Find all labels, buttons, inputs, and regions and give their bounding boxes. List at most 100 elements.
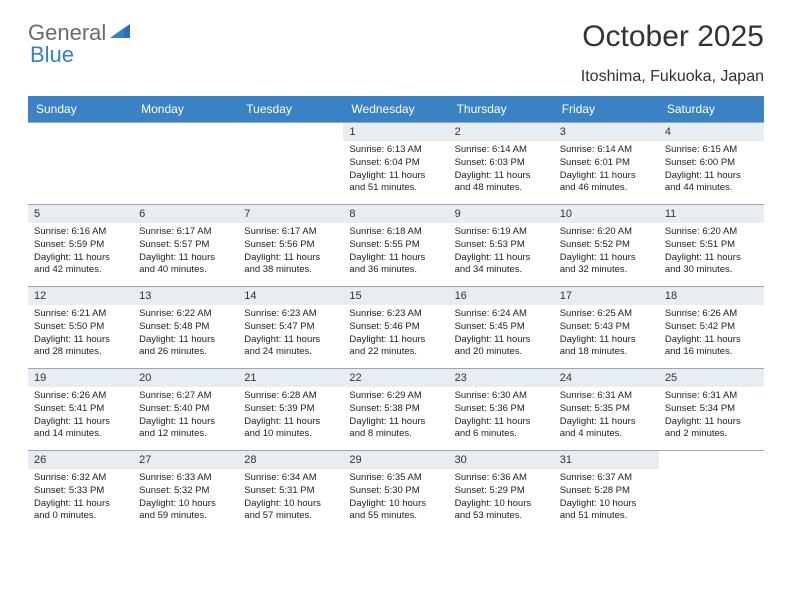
day-details: Sunrise: 6:17 AMSunset: 5:57 PMDaylight:… <box>133 223 238 283</box>
calendar-day-cell: 12Sunrise: 6:21 AMSunset: 5:50 PMDayligh… <box>28 287 133 369</box>
day-details: Sunrise: 6:22 AMSunset: 5:48 PMDaylight:… <box>133 305 238 365</box>
calendar-day-cell: 21Sunrise: 6:28 AMSunset: 5:39 PMDayligh… <box>238 369 343 451</box>
day-number: 29 <box>343 451 448 469</box>
day-number: 24 <box>554 369 659 387</box>
day-details: Sunrise: 6:23 AMSunset: 5:47 PMDaylight:… <box>238 305 343 365</box>
page-title: October 2025 <box>582 20 764 54</box>
day-details: Sunrise: 6:24 AMSunset: 5:45 PMDaylight:… <box>449 305 554 365</box>
calendar-day-cell: 1Sunrise: 6:13 AMSunset: 6:04 PMDaylight… <box>343 123 448 205</box>
day-details: Sunrise: 6:30 AMSunset: 5:36 PMDaylight:… <box>449 387 554 447</box>
calendar-day-cell: 14Sunrise: 6:23 AMSunset: 5:47 PMDayligh… <box>238 287 343 369</box>
calendar-body: 1Sunrise: 6:13 AMSunset: 6:04 PMDaylight… <box>28 123 764 533</box>
day-number: 26 <box>28 451 133 469</box>
calendar-day-cell: 5Sunrise: 6:16 AMSunset: 5:59 PMDaylight… <box>28 205 133 287</box>
day-header: Monday <box>133 96 238 123</box>
day-details: Sunrise: 6:34 AMSunset: 5:31 PMDaylight:… <box>238 469 343 529</box>
day-details: Sunrise: 6:15 AMSunset: 6:00 PMDaylight:… <box>659 141 764 201</box>
calendar-day-cell: 31Sunrise: 6:37 AMSunset: 5:28 PMDayligh… <box>554 451 659 533</box>
day-number: 4 <box>659 123 764 141</box>
day-number: 11 <box>659 205 764 223</box>
calendar-day-cell: 24Sunrise: 6:31 AMSunset: 5:35 PMDayligh… <box>554 369 659 451</box>
day-details: Sunrise: 6:37 AMSunset: 5:28 PMDaylight:… <box>554 469 659 529</box>
day-details: Sunrise: 6:25 AMSunset: 5:43 PMDaylight:… <box>554 305 659 365</box>
calendar-day-cell <box>133 123 238 205</box>
day-number: 5 <box>28 205 133 223</box>
calendar-day-cell: 16Sunrise: 6:24 AMSunset: 5:45 PMDayligh… <box>449 287 554 369</box>
calendar-day-cell <box>238 123 343 205</box>
day-details: Sunrise: 6:19 AMSunset: 5:53 PMDaylight:… <box>449 223 554 283</box>
day-number: 28 <box>238 451 343 469</box>
day-number: 13 <box>133 287 238 305</box>
calendar-day-cell: 6Sunrise: 6:17 AMSunset: 5:57 PMDaylight… <box>133 205 238 287</box>
day-number <box>238 123 343 129</box>
day-number: 17 <box>554 287 659 305</box>
day-details: Sunrise: 6:36 AMSunset: 5:29 PMDaylight:… <box>449 469 554 529</box>
day-number <box>133 123 238 129</box>
day-details: Sunrise: 6:13 AMSunset: 6:04 PMDaylight:… <box>343 141 448 201</box>
calendar-day-cell: 26Sunrise: 6:32 AMSunset: 5:33 PMDayligh… <box>28 451 133 533</box>
day-details: Sunrise: 6:28 AMSunset: 5:39 PMDaylight:… <box>238 387 343 447</box>
calendar-week-row: 26Sunrise: 6:32 AMSunset: 5:33 PMDayligh… <box>28 451 764 533</box>
calendar-page: General October 2025 Blue Itoshima, Fuku… <box>0 0 792 553</box>
calendar-day-cell: 17Sunrise: 6:25 AMSunset: 5:43 PMDayligh… <box>554 287 659 369</box>
logo-triangle-icon <box>110 24 130 38</box>
calendar-day-cell: 13Sunrise: 6:22 AMSunset: 5:48 PMDayligh… <box>133 287 238 369</box>
calendar-day-cell: 22Sunrise: 6:29 AMSunset: 5:38 PMDayligh… <box>343 369 448 451</box>
location-subtitle: Itoshima, Fukuoka, Japan <box>28 68 764 86</box>
day-details: Sunrise: 6:23 AMSunset: 5:46 PMDaylight:… <box>343 305 448 365</box>
day-details: Sunrise: 6:27 AMSunset: 5:40 PMDaylight:… <box>133 387 238 447</box>
calendar-week-row: 5Sunrise: 6:16 AMSunset: 5:59 PMDaylight… <box>28 205 764 287</box>
day-header: Friday <box>554 96 659 123</box>
day-details: Sunrise: 6:17 AMSunset: 5:56 PMDaylight:… <box>238 223 343 283</box>
calendar-table: SundayMondayTuesdayWednesdayThursdayFrid… <box>28 96 764 533</box>
calendar-day-cell: 20Sunrise: 6:27 AMSunset: 5:40 PMDayligh… <box>133 369 238 451</box>
day-number: 8 <box>343 205 448 223</box>
calendar-day-cell <box>659 451 764 533</box>
day-details: Sunrise: 6:21 AMSunset: 5:50 PMDaylight:… <box>28 305 133 365</box>
calendar-day-cell: 10Sunrise: 6:20 AMSunset: 5:52 PMDayligh… <box>554 205 659 287</box>
brand-part2: Blue <box>30 42 74 67</box>
day-header: Tuesday <box>238 96 343 123</box>
day-details: Sunrise: 6:20 AMSunset: 5:51 PMDaylight:… <box>659 223 764 283</box>
day-details: Sunrise: 6:32 AMSunset: 5:33 PMDaylight:… <box>28 469 133 529</box>
calendar-day-cell: 3Sunrise: 6:14 AMSunset: 6:01 PMDaylight… <box>554 123 659 205</box>
calendar-day-cell: 28Sunrise: 6:34 AMSunset: 5:31 PMDayligh… <box>238 451 343 533</box>
calendar-day-cell: 18Sunrise: 6:26 AMSunset: 5:42 PMDayligh… <box>659 287 764 369</box>
day-number: 25 <box>659 369 764 387</box>
day-number: 15 <box>343 287 448 305</box>
day-number: 9 <box>449 205 554 223</box>
day-number: 10 <box>554 205 659 223</box>
day-number: 18 <box>659 287 764 305</box>
day-details: Sunrise: 6:20 AMSunset: 5:52 PMDaylight:… <box>554 223 659 283</box>
calendar-day-cell: 8Sunrise: 6:18 AMSunset: 5:55 PMDaylight… <box>343 205 448 287</box>
day-number <box>28 123 133 129</box>
calendar-day-cell: 11Sunrise: 6:20 AMSunset: 5:51 PMDayligh… <box>659 205 764 287</box>
day-number: 2 <box>449 123 554 141</box>
day-details: Sunrise: 6:14 AMSunset: 6:03 PMDaylight:… <box>449 141 554 201</box>
calendar-day-cell <box>28 123 133 205</box>
calendar-day-cell: 2Sunrise: 6:14 AMSunset: 6:03 PMDaylight… <box>449 123 554 205</box>
calendar-day-cell: 25Sunrise: 6:31 AMSunset: 5:34 PMDayligh… <box>659 369 764 451</box>
day-number: 7 <box>238 205 343 223</box>
day-details: Sunrise: 6:26 AMSunset: 5:42 PMDaylight:… <box>659 305 764 365</box>
day-header: Wednesday <box>343 96 448 123</box>
day-number: 19 <box>28 369 133 387</box>
day-number <box>659 451 764 457</box>
day-number: 23 <box>449 369 554 387</box>
day-details: Sunrise: 6:31 AMSunset: 5:34 PMDaylight:… <box>659 387 764 447</box>
calendar-day-cell: 29Sunrise: 6:35 AMSunset: 5:30 PMDayligh… <box>343 451 448 533</box>
calendar-day-cell: 15Sunrise: 6:23 AMSunset: 5:46 PMDayligh… <box>343 287 448 369</box>
day-number: 20 <box>133 369 238 387</box>
day-number: 1 <box>343 123 448 141</box>
day-details: Sunrise: 6:18 AMSunset: 5:55 PMDaylight:… <box>343 223 448 283</box>
day-header: Saturday <box>659 96 764 123</box>
day-number: 30 <box>449 451 554 469</box>
day-details: Sunrise: 6:31 AMSunset: 5:35 PMDaylight:… <box>554 387 659 447</box>
calendar-week-row: 19Sunrise: 6:26 AMSunset: 5:41 PMDayligh… <box>28 369 764 451</box>
day-details: Sunrise: 6:29 AMSunset: 5:38 PMDaylight:… <box>343 387 448 447</box>
day-details: Sunrise: 6:14 AMSunset: 6:01 PMDaylight:… <box>554 141 659 201</box>
day-details: Sunrise: 6:35 AMSunset: 5:30 PMDaylight:… <box>343 469 448 529</box>
day-details: Sunrise: 6:16 AMSunset: 5:59 PMDaylight:… <box>28 223 133 283</box>
day-details: Sunrise: 6:26 AMSunset: 5:41 PMDaylight:… <box>28 387 133 447</box>
day-number: 27 <box>133 451 238 469</box>
